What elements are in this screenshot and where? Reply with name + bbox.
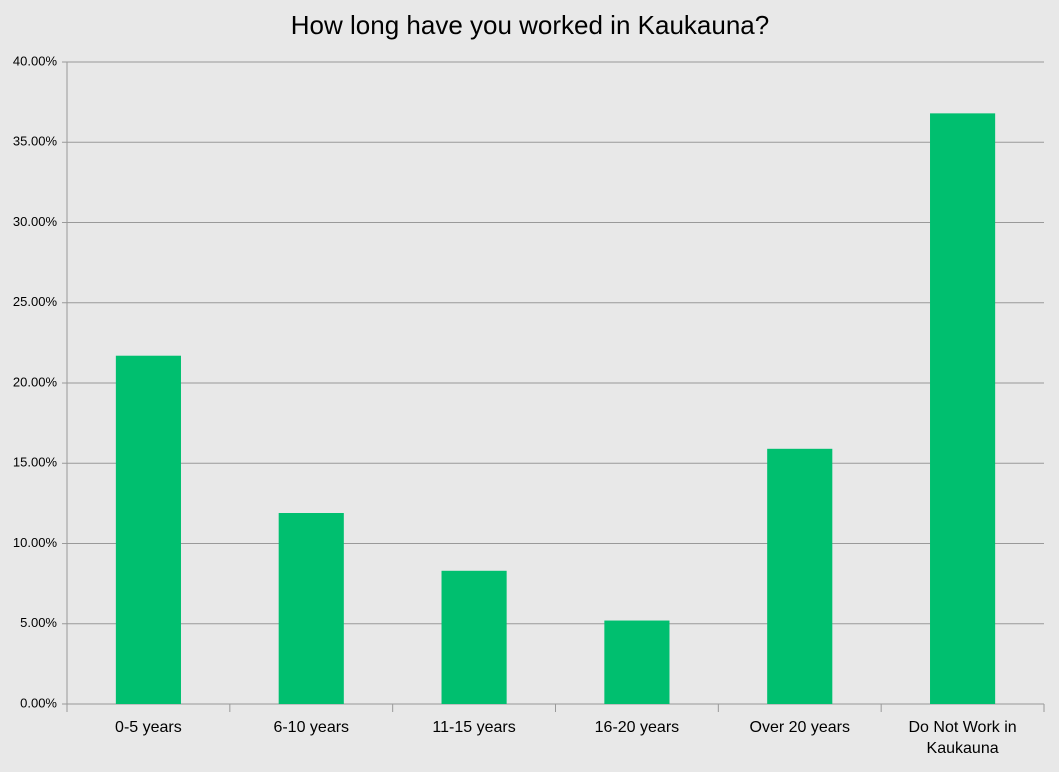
- x-tick-label: Do Not Work in Kaukauna: [908, 719, 1017, 757]
- y-tick-label: 15.00%: [13, 455, 58, 470]
- chart-title: How long have you worked in Kaukauna?: [291, 10, 769, 40]
- x-tick-label: 0-5 years: [115, 719, 182, 736]
- y-tick-label: 5.00%: [20, 615, 57, 630]
- x-tick-label: Over 20 years: [749, 719, 850, 736]
- bar: [441, 570, 507, 704]
- x-tick-label: 11-15 years: [432, 719, 516, 736]
- bar: [278, 513, 344, 704]
- y-tick-label: 0.00%: [20, 695, 57, 710]
- bar: [115, 355, 181, 704]
- y-tick-label: 35.00%: [13, 134, 58, 149]
- y-tick-label: 30.00%: [13, 214, 58, 229]
- bar: [930, 113, 996, 705]
- bar: [767, 448, 833, 704]
- y-tick-label: 10.00%: [13, 535, 58, 550]
- y-tick-label: 25.00%: [13, 294, 58, 309]
- y-tick-label: 20.00%: [13, 374, 58, 389]
- bar: [604, 620, 670, 704]
- y-tick-label: 40.00%: [13, 53, 58, 68]
- x-tick-label: 6-10 years: [273, 719, 350, 736]
- x-tick-label: 16-20 years: [594, 719, 680, 736]
